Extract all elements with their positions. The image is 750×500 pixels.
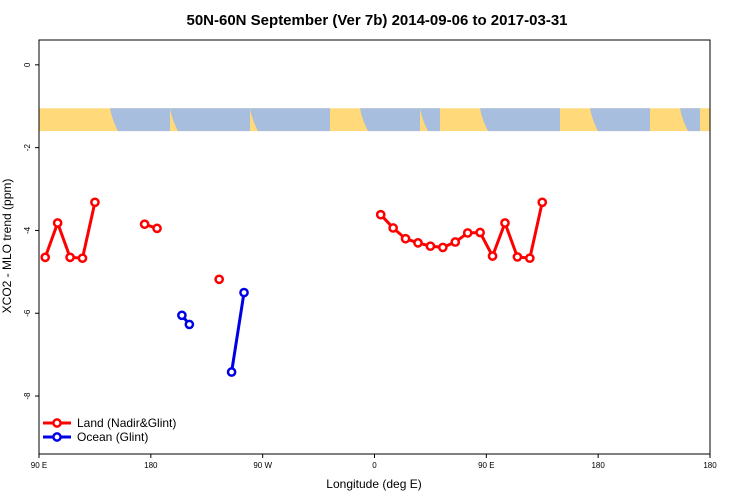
series-0-point-0-3 xyxy=(77,253,88,264)
ocean-pacific-west xyxy=(110,108,170,132)
series-0-point-3-9 xyxy=(487,251,498,261)
map-band xyxy=(39,108,710,132)
ocean-pacific-east xyxy=(250,108,330,132)
series-1-point-0-1 xyxy=(184,319,195,330)
series-0 xyxy=(40,197,548,285)
x-tick-label-0: 90 E xyxy=(31,461,47,470)
series-0-point-3-10 xyxy=(500,218,510,228)
series-1-line-1 xyxy=(230,292,246,373)
x-tick-label-4: 90 E xyxy=(478,461,494,470)
series-1-point-1-1 xyxy=(239,287,249,298)
series-0-point-3-13 xyxy=(537,197,548,208)
legend: Land (Nadir&Glint)Ocean (Glint) xyxy=(43,416,176,444)
x-axis: 90 E 180 90 W 0 90 E 180 180 xyxy=(31,454,717,470)
legend-label-0: Land (Nadir&Glint) xyxy=(77,416,176,430)
series-0-point-0-0 xyxy=(40,252,51,263)
x-tick-label-5: 180 xyxy=(591,461,605,470)
ocean-pacific-mid-2 xyxy=(680,108,700,132)
ocean-atlantic-east xyxy=(420,108,440,132)
series-0-point-0-2 xyxy=(65,252,75,263)
x-axis-label: Longitude (deg E) xyxy=(326,477,421,491)
y-tick-label-0: 0 xyxy=(23,62,32,67)
ocean-pacific-west-2 xyxy=(590,108,650,132)
series-0-point-3-11 xyxy=(512,252,523,262)
series-0-point-3-3 xyxy=(413,238,423,248)
series-0-line-0 xyxy=(43,201,97,260)
x-tick-label-3: 0 xyxy=(372,461,377,470)
series-1 xyxy=(177,287,249,377)
series-0-point-1-0 xyxy=(139,219,150,230)
chart-title: 50N-60N September (Ver 7b) 2014-09-06 to… xyxy=(186,12,567,29)
series-0-point-3-7 xyxy=(462,228,473,238)
ocean-indian xyxy=(480,108,560,132)
series-1-point-0-0 xyxy=(177,310,187,321)
series-0-point-3-1 xyxy=(388,223,398,233)
series-0-point-3-12 xyxy=(524,253,535,264)
x-tick-label-end: 180 xyxy=(703,461,717,470)
y-tick-label-1: -2 xyxy=(23,144,32,152)
legend-marker-0 xyxy=(52,418,62,428)
ocean-pacific-mid xyxy=(170,108,250,132)
y-tick-label-2: -4 xyxy=(23,226,32,234)
series-layer xyxy=(40,197,548,377)
series-0-point-1-1 xyxy=(152,223,162,234)
y-axis: 0 -2 -4 -6 -8 xyxy=(23,62,39,400)
series-0-line-3 xyxy=(379,201,544,260)
y-tick-label-4: -8 xyxy=(23,392,32,400)
ocean-atlantic-west xyxy=(360,108,420,132)
series-0-point-3-5 xyxy=(437,242,448,253)
plot-border xyxy=(38,39,711,455)
series-0-point-3-8 xyxy=(475,227,485,238)
series-0-point-3-0 xyxy=(375,209,386,220)
series-0-point-3-4 xyxy=(425,241,436,252)
series-0-point-0-4 xyxy=(90,197,100,208)
x-tick-label-2: 90 W xyxy=(253,461,272,470)
y-axis-label: XCO2 - MLO trend (ppm) xyxy=(0,179,14,314)
series-0-point-3-2 xyxy=(400,233,411,244)
legend-label-1: Ocean (Glint) xyxy=(77,430,148,444)
series-1-point-1-0 xyxy=(226,367,237,377)
series-0-point-3-6 xyxy=(450,237,461,247)
series-0-point-0-1 xyxy=(52,218,63,228)
x-tick-label-1: 180 xyxy=(144,461,158,470)
series-0-point-2-0 xyxy=(214,274,225,285)
legend-marker-1 xyxy=(52,432,62,442)
y-tick-label-3: -6 xyxy=(23,309,32,317)
